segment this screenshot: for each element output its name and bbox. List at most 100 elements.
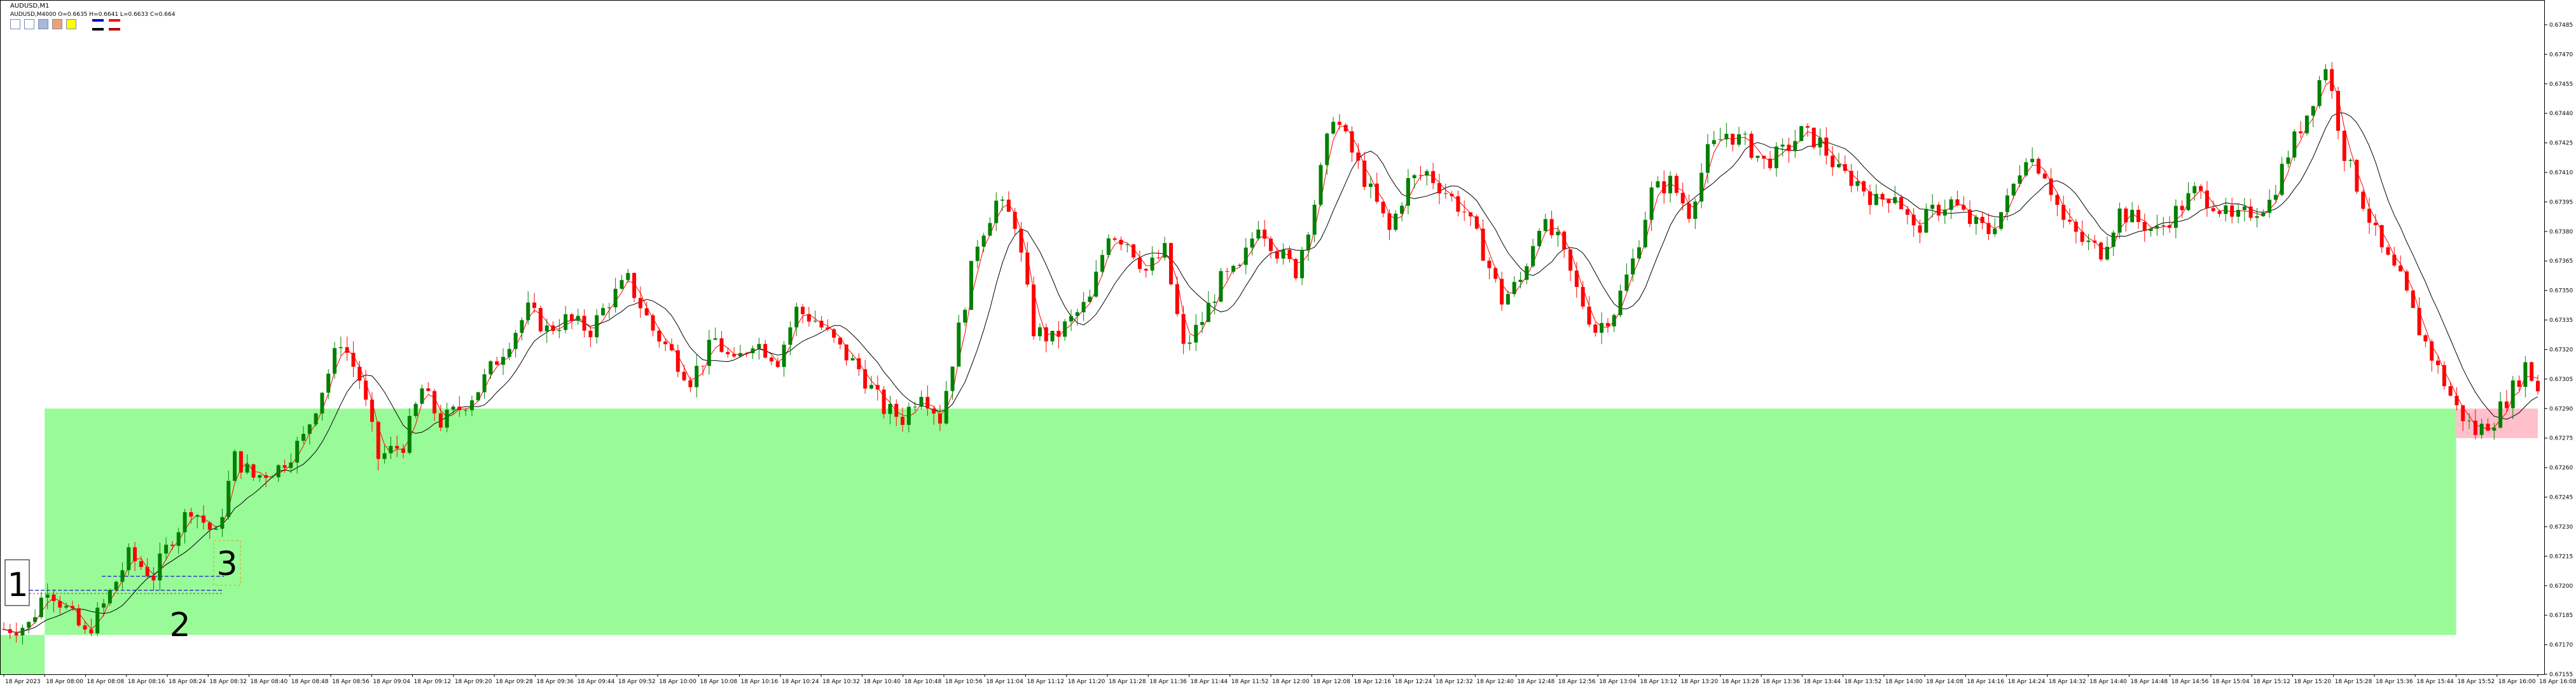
candle-body bbox=[1456, 196, 1460, 212]
candle-body bbox=[850, 358, 855, 361]
candle-body bbox=[2342, 130, 2346, 161]
candle-body bbox=[1294, 259, 1298, 279]
candle-body bbox=[1905, 209, 1909, 215]
candle-body bbox=[1999, 212, 2004, 229]
candle-body bbox=[2299, 131, 2303, 134]
candle-body bbox=[1400, 205, 1404, 214]
candle-body bbox=[127, 547, 131, 571]
square-outline-red-icon[interactable] bbox=[24, 19, 34, 29]
x-tick-label: 18 Apr 08:56 bbox=[332, 679, 370, 685]
candle-body bbox=[438, 413, 443, 428]
candle-body bbox=[557, 330, 562, 331]
square-fill-yellow-icon[interactable] bbox=[66, 19, 76, 29]
candle-body bbox=[95, 607, 100, 634]
candle-body bbox=[1487, 260, 1492, 268]
candle-body bbox=[944, 391, 948, 424]
candle-body bbox=[1337, 121, 1341, 125]
candle-body bbox=[382, 453, 387, 459]
candle-body bbox=[389, 446, 393, 454]
candle-body bbox=[114, 581, 118, 590]
square-fill-gray-icon[interactable] bbox=[38, 19, 48, 29]
square-fill-orange-icon[interactable] bbox=[52, 19, 62, 29]
candle-body bbox=[2492, 427, 2496, 431]
candle-body bbox=[1044, 327, 1048, 342]
candle-body bbox=[2155, 226, 2159, 229]
candle-body bbox=[2361, 191, 2365, 209]
candle-body bbox=[2093, 240, 2097, 243]
candle-body bbox=[226, 480, 231, 517]
x-tick-label: 18 Apr 12:16 bbox=[1354, 679, 1392, 685]
annotation-box-3 bbox=[213, 540, 241, 586]
candle-body bbox=[2292, 131, 2297, 158]
x-tick-label: 18 Apr 11:20 bbox=[1068, 679, 1105, 685]
candle-body bbox=[151, 576, 156, 581]
candle-body bbox=[1805, 126, 1810, 128]
x-tick-label: 18 Apr 08:00 bbox=[46, 679, 83, 685]
candle-body bbox=[1581, 287, 1585, 307]
candle-body bbox=[1350, 131, 1354, 153]
candle-body bbox=[2386, 247, 2390, 255]
candle-body bbox=[1656, 181, 1660, 188]
candle-body bbox=[1406, 178, 1410, 206]
candle-body bbox=[1394, 213, 1398, 230]
candle-body bbox=[2536, 380, 2540, 392]
candle-body bbox=[1132, 244, 1136, 258]
candle-body bbox=[844, 344, 848, 361]
candle-body bbox=[988, 223, 992, 236]
candle-body bbox=[1974, 216, 1978, 224]
candle-body bbox=[45, 594, 50, 598]
x-tick-label: 18 Apr 13:44 bbox=[1803, 679, 1841, 685]
candle-body bbox=[1687, 203, 1691, 219]
candle-body bbox=[1787, 144, 1791, 151]
y-tick-label: 0.67170 bbox=[2549, 642, 2573, 649]
candle-body bbox=[1762, 155, 1766, 159]
candle-body bbox=[1256, 229, 1261, 239]
candle-body bbox=[2530, 362, 2534, 381]
candle-body bbox=[1275, 251, 1279, 259]
candle-body bbox=[875, 385, 880, 390]
candle-body bbox=[1893, 197, 1897, 204]
x-tick-label: 18 Apr 08:08 bbox=[87, 679, 125, 685]
y-tick-label: 0.67395 bbox=[2549, 199, 2573, 205]
y-tick-label: 0.67215 bbox=[2549, 553, 2573, 560]
candle-body bbox=[2323, 69, 2328, 81]
candle-body bbox=[457, 406, 462, 410]
candle-body bbox=[1319, 165, 1323, 205]
candle-body bbox=[2379, 225, 2384, 247]
candle-body bbox=[1631, 258, 1635, 275]
candle-body bbox=[2486, 424, 2490, 431]
x-tick-label: 18 Apr 09:04 bbox=[373, 679, 410, 685]
candle-body bbox=[2224, 205, 2228, 214]
square-outline-blue-icon[interactable] bbox=[10, 19, 20, 29]
x-tick-label: 18 Apr 14:08 bbox=[1926, 679, 1963, 685]
candle-body bbox=[950, 366, 955, 391]
x-tick-label: 18 Apr 13:12 bbox=[1640, 679, 1677, 685]
candle-body bbox=[1936, 204, 1941, 216]
symbol-label: AUDUSD,M1 bbox=[10, 3, 49, 10]
candle-body bbox=[1649, 187, 1654, 220]
candle-body bbox=[1643, 219, 1647, 247]
candle-body bbox=[1612, 315, 1616, 327]
y-tick-label: 0.67305 bbox=[2549, 377, 2573, 383]
candle-body bbox=[1831, 155, 1835, 167]
candle-body bbox=[107, 590, 112, 604]
candle-body bbox=[170, 545, 174, 546]
candle-body bbox=[826, 327, 830, 330]
candle-body bbox=[289, 462, 293, 468]
candle-body bbox=[189, 512, 193, 517]
legend-swatch bbox=[109, 28, 120, 31]
candle-body bbox=[1168, 243, 1173, 284]
candle-body bbox=[901, 417, 905, 425]
candle-body bbox=[2080, 232, 2084, 242]
candle-body bbox=[2517, 380, 2521, 387]
candle-body bbox=[2042, 173, 2047, 179]
y-tick-label: 0.67200 bbox=[2549, 583, 2573, 590]
candle-body bbox=[2217, 211, 2222, 214]
candle-body bbox=[1325, 133, 1329, 165]
candle-body bbox=[1624, 274, 1629, 291]
candle-body bbox=[220, 517, 225, 529]
candle-body bbox=[2311, 106, 2315, 116]
candle-body bbox=[532, 302, 537, 309]
candle-body bbox=[1075, 312, 1079, 316]
candle-body bbox=[233, 451, 237, 481]
